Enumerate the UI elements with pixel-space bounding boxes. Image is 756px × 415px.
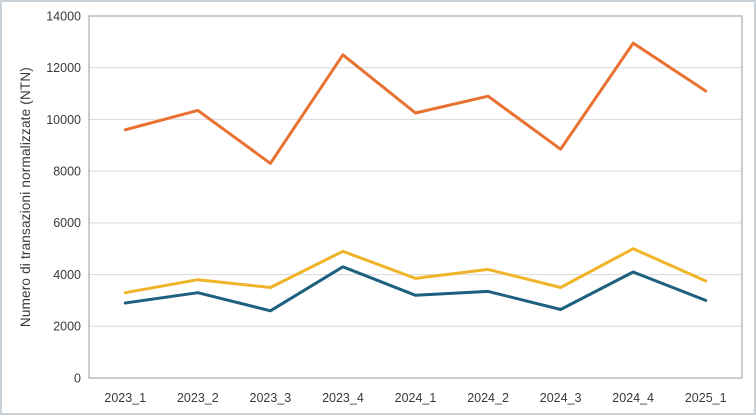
x-tick-label: 2023_3 <box>250 391 292 405</box>
x-tick-label: 2024_4 <box>612 391 654 405</box>
series-line-yellow <box>123 247 708 295</box>
x-tick-label: 2024_1 <box>395 391 437 405</box>
x-tick-label: 2023_2 <box>177 391 219 405</box>
y-tick-label: 12000 <box>46 61 81 75</box>
y-tick-label: 10000 <box>46 113 81 127</box>
y-tick-label: 2000 <box>53 320 81 334</box>
plot-area-border <box>88 15 743 379</box>
y-tick-label: 6000 <box>53 216 81 230</box>
y-tick-label: 14000 <box>46 9 81 23</box>
y-tick-label: 0 <box>74 371 81 385</box>
series-line-blue <box>123 265 708 313</box>
y-tick-label: 8000 <box>53 165 81 179</box>
x-tick-label: 2025_1 <box>685 391 727 405</box>
x-tick-label: 2024_2 <box>467 391 509 405</box>
x-tick-label: 2023_4 <box>322 391 364 405</box>
x-tick-label: 2023_1 <box>104 391 146 405</box>
y-tick-label: 4000 <box>53 268 81 282</box>
x-tick-label: 2024_3 <box>540 391 582 405</box>
series-line-orange <box>123 41 708 165</box>
